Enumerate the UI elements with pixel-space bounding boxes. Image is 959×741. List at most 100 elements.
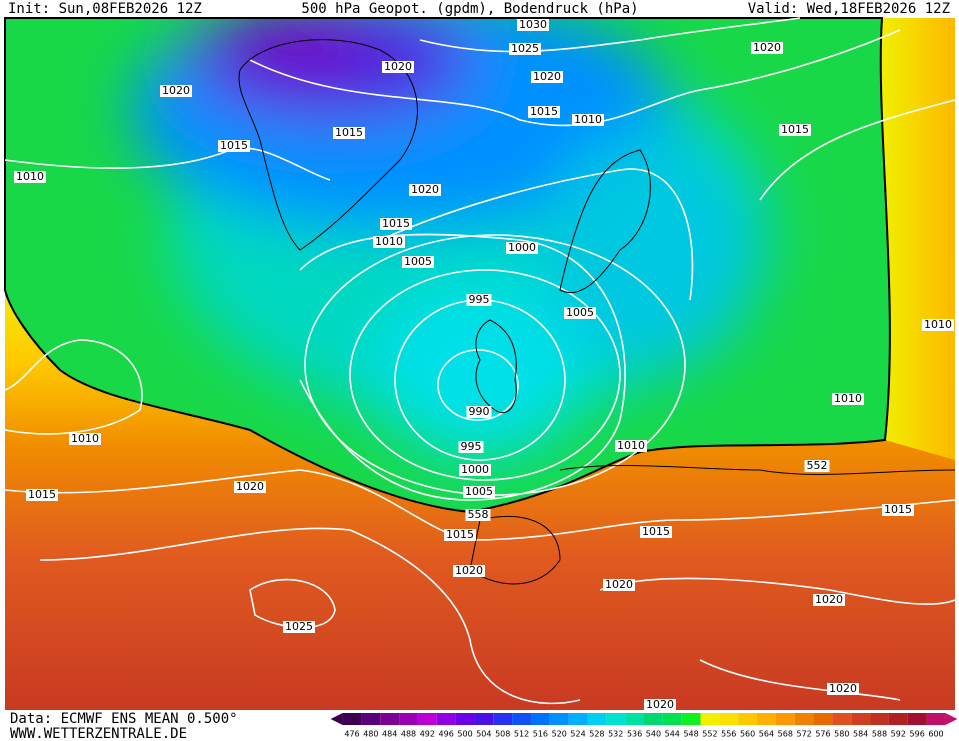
colorbar-swatch bbox=[719, 713, 739, 725]
colorbar-swatch bbox=[888, 713, 908, 725]
colorbar-label: 540 bbox=[646, 730, 661, 739]
colorbar-swatch bbox=[681, 713, 701, 725]
colorbar-swatch bbox=[568, 713, 588, 725]
isobar-label: 1020 bbox=[411, 183, 439, 196]
colorbar-swatch bbox=[380, 713, 400, 725]
colorbar-label: 476 bbox=[344, 730, 359, 739]
label-box bbox=[283, 621, 315, 633]
label-box bbox=[827, 683, 859, 695]
colorbar-label: 524 bbox=[570, 730, 585, 739]
isobar-label: 1015 bbox=[884, 503, 912, 516]
isobar-label: 1005 bbox=[465, 485, 493, 498]
label-box bbox=[463, 486, 495, 498]
colorbar-swatch bbox=[738, 713, 758, 725]
isobar-label: 1015 bbox=[781, 123, 809, 136]
colorbar-swatch bbox=[813, 713, 833, 725]
colorbar-swatch bbox=[342, 713, 362, 725]
label-box bbox=[640, 526, 672, 538]
colorbar-label: 572 bbox=[796, 730, 811, 739]
init-time: Init: Sun,08FEB2026 12Z bbox=[8, 1, 202, 17]
label-box bbox=[506, 242, 538, 254]
isobar-label: 1020 bbox=[236, 480, 264, 493]
colorbar-label: 480 bbox=[363, 730, 378, 739]
isobar-label: 1020 bbox=[533, 70, 561, 83]
isobar-label: 1015 bbox=[642, 525, 670, 538]
colorbar-swatch bbox=[700, 713, 720, 725]
colorbar-label: 512 bbox=[514, 730, 529, 739]
label-box bbox=[804, 460, 830, 472]
isobar-label: 1020 bbox=[455, 564, 483, 577]
isobar-label: 1015 bbox=[28, 488, 56, 501]
colorbar-label: 596 bbox=[910, 730, 925, 739]
isobar-label: 1015 bbox=[446, 528, 474, 541]
colorbar-label: 528 bbox=[589, 730, 604, 739]
label-box bbox=[751, 42, 783, 54]
label-box bbox=[373, 236, 405, 248]
label-box bbox=[409, 184, 441, 196]
label-box bbox=[813, 594, 845, 606]
colorbar-label: 556 bbox=[721, 730, 736, 739]
colorbar-swatch bbox=[436, 713, 456, 725]
colorbar-label: 500 bbox=[457, 730, 472, 739]
label-box bbox=[466, 294, 492, 306]
isobar-label: 1015 bbox=[530, 105, 558, 118]
isobars bbox=[4, 17, 956, 705]
colorbar-swatch bbox=[794, 713, 814, 725]
isobar-label: 1020 bbox=[753, 41, 781, 54]
label-box bbox=[832, 393, 864, 405]
colorbar-label: 588 bbox=[872, 730, 887, 739]
colorbar-swatch bbox=[399, 713, 418, 725]
colorbar-label: 516 bbox=[533, 730, 548, 739]
isobar-label: 1010 bbox=[924, 318, 952, 331]
data-source: Data: ECMWF ENS MEAN 0.500° bbox=[10, 711, 238, 727]
colorbar-swatch bbox=[870, 713, 889, 725]
isobar-label: 1030 bbox=[519, 18, 547, 31]
isobar-label: 1010 bbox=[617, 439, 645, 452]
isobar-label: 1010 bbox=[375, 235, 403, 248]
isobar-label: 1010 bbox=[16, 170, 44, 183]
label-box bbox=[615, 440, 647, 452]
colorbar-swatch bbox=[926, 713, 946, 725]
colorbar-label: 492 bbox=[420, 730, 435, 739]
colorbar-swatch bbox=[851, 713, 871, 725]
label-box bbox=[458, 441, 484, 453]
colorbar-label: 584 bbox=[853, 730, 868, 739]
isobar-label: 1025 bbox=[285, 620, 313, 633]
colorbar-label: 544 bbox=[665, 730, 680, 739]
label-box bbox=[382, 61, 414, 73]
colorbar-swatch bbox=[625, 713, 644, 725]
label-box bbox=[466, 406, 492, 418]
label-box bbox=[26, 489, 58, 501]
isobar-label: 558 bbox=[468, 508, 489, 521]
label-box bbox=[528, 106, 560, 118]
isobar-label: 1020 bbox=[815, 593, 843, 606]
label-box bbox=[603, 579, 635, 591]
label-box bbox=[882, 504, 914, 516]
colorbar-swatch bbox=[832, 713, 852, 725]
colorbar-label: 548 bbox=[683, 730, 698, 739]
label-box bbox=[465, 509, 491, 521]
isobar-label: 1000 bbox=[461, 463, 489, 476]
isobar-label: 1000 bbox=[508, 241, 536, 254]
colorbar-arrow bbox=[945, 713, 958, 725]
colorbar-swatch bbox=[907, 713, 927, 725]
colorbar-label: 504 bbox=[476, 730, 491, 739]
site-url: WWW.WETTERZENTRALE.DE bbox=[10, 726, 187, 741]
colorbar-label: 496 bbox=[439, 730, 454, 739]
colorbar-label: 592 bbox=[891, 730, 906, 739]
isobar-label: 1015 bbox=[335, 126, 363, 139]
colorbar-swatch bbox=[474, 713, 494, 725]
isobar-label: 1005 bbox=[404, 255, 432, 268]
colorbar-swatch bbox=[587, 713, 607, 725]
label-box bbox=[444, 529, 476, 541]
colorbar-label: 536 bbox=[627, 730, 642, 739]
label-box bbox=[644, 699, 676, 711]
colorbar-label: 560 bbox=[740, 730, 755, 739]
coastlines bbox=[238, 39, 956, 585]
label-box bbox=[453, 565, 485, 577]
isobar-label: 1020 bbox=[646, 698, 674, 711]
valid-time: Valid: Wed,18FEB2026 12Z bbox=[748, 1, 950, 17]
label-box bbox=[69, 433, 101, 445]
colorbar-swatch bbox=[512, 713, 531, 725]
